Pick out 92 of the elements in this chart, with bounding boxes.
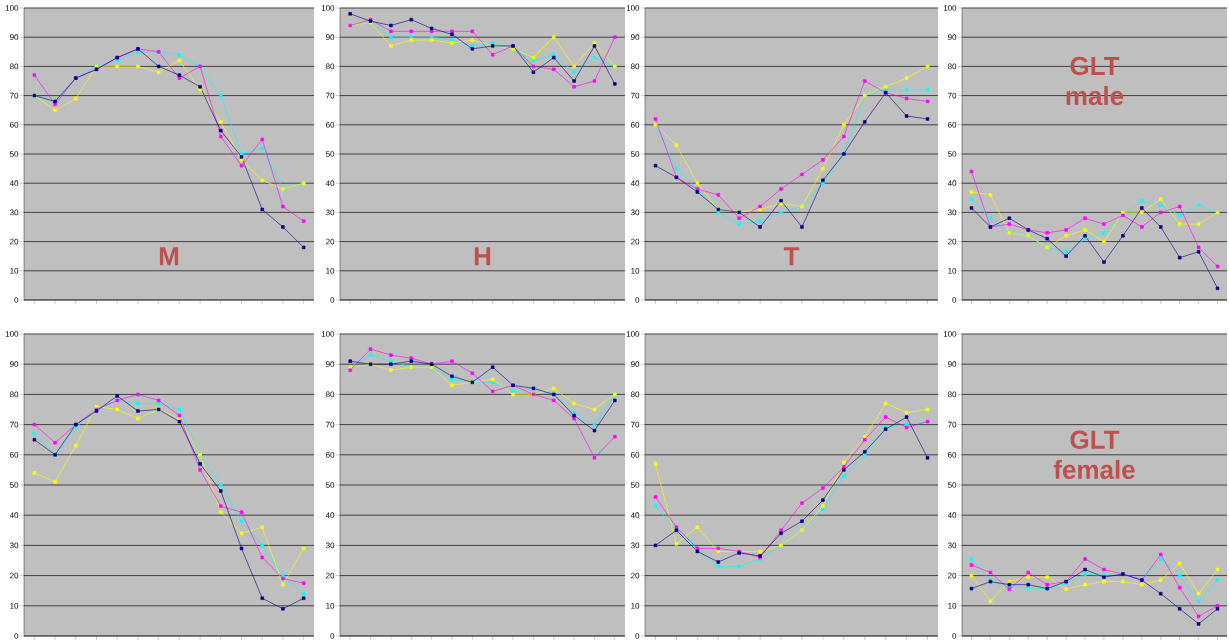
y-tick-label: 70 — [10, 92, 19, 99]
y-tick-label: 10 — [948, 602, 957, 609]
y-tick-label: 70 — [948, 421, 957, 428]
y-tick-label: 60 — [948, 451, 957, 458]
y-tick-label: 0 — [330, 633, 335, 639]
y-tick-label: 80 — [630, 391, 640, 398]
y-tick-label: 80 — [325, 63, 335, 70]
y-tick-label: 50 — [9, 151, 19, 157]
y-tick-label: 10 — [10, 267, 19, 274]
y-tick-label: 100 — [5, 331, 19, 337]
y-tick-label: 30 — [9, 542, 19, 549]
y-tick-label: 40 — [9, 180, 19, 187]
y-tick-label: 0 — [330, 297, 335, 303]
y-tick-label: 30 — [630, 209, 640, 216]
y-tick-label: 60 — [10, 451, 19, 458]
y-tick-label: 50 — [325, 482, 335, 488]
y-tick-label: 60 — [10, 121, 19, 128]
y-tick-label: 50 — [325, 151, 335, 157]
y-tick-label: 0 — [952, 297, 957, 303]
y-tick-label: 50 — [630, 482, 640, 488]
y-tick-label: 70 — [948, 92, 957, 99]
y-tick-label: 20 — [10, 572, 19, 579]
y-tick-label: 90 — [948, 34, 957, 41]
y-tick-label: 50 — [630, 151, 640, 157]
y-tick-label: 100 — [943, 331, 957, 337]
y-tick-label: 70 — [631, 421, 640, 428]
y-tick-label: 20 — [10, 238, 19, 245]
y-tick-label: 70 — [326, 92, 335, 99]
y-tick-label: 90 — [948, 361, 957, 368]
y-tick-label: 80 — [947, 391, 957, 398]
y-tick-label: 10 — [326, 602, 335, 609]
y-tick-label: 80 — [947, 63, 957, 70]
y-tick-label: 30 — [325, 542, 335, 549]
y-tick-label: 20 — [631, 238, 640, 245]
y-tick-label: 20 — [948, 572, 957, 579]
annotation: H — [474, 247, 491, 266]
y-tick-label: 60 — [631, 451, 640, 458]
y-tick-label: 60 — [326, 451, 335, 458]
y-tick-label: 50 — [947, 151, 957, 157]
y-tick-label: 90 — [631, 361, 640, 368]
y-tick-label: 30 — [325, 209, 335, 216]
annotation: T — [783, 247, 800, 266]
y-tick-label: 0 — [14, 633, 19, 639]
y-tick-label: 10 — [10, 602, 19, 609]
y-tick-label: 10 — [948, 267, 957, 274]
y-tick-label: 20 — [326, 238, 335, 245]
y-tick-label: 90 — [326, 34, 335, 41]
y-tick-label: 100 — [626, 5, 640, 11]
y-tick-label: 40 — [325, 180, 335, 187]
y-tick-label: 50 — [947, 482, 957, 488]
y-tick-label: 40 — [325, 512, 335, 519]
y-tick-label: 60 — [631, 121, 640, 128]
y-tick-label: 10 — [631, 267, 640, 274]
annotation: M — [159, 247, 179, 266]
y-tick-label: 40 — [630, 512, 640, 519]
y-tick-label: 60 — [326, 121, 335, 128]
y-tick-label: 30 — [947, 209, 957, 216]
y-tick-label: 80 — [9, 63, 19, 70]
y-tick-label: 100 — [321, 331, 335, 337]
y-tick-label: 100 — [321, 5, 335, 11]
y-tick-label: 20 — [326, 572, 335, 579]
y-tick-label: 0 — [635, 297, 640, 303]
y-tick-label: 90 — [631, 34, 640, 41]
y-tick-label: 30 — [630, 542, 640, 549]
y-tick-label: 70 — [10, 421, 19, 428]
y-tick-label: 100 — [943, 5, 957, 11]
y-tick-label: 90 — [10, 34, 19, 41]
y-tick-label: 80 — [630, 63, 640, 70]
y-tick-label: 100 — [5, 5, 19, 11]
y-tick-label: 80 — [9, 391, 19, 398]
y-tick-label: 30 — [9, 209, 19, 216]
y-tick-label: 0 — [952, 633, 957, 639]
y-tick-label: 90 — [10, 361, 19, 368]
y-tick-label: 90 — [326, 361, 335, 368]
y-tick-label: 30 — [947, 542, 957, 549]
y-tick-label: 40 — [630, 180, 640, 187]
y-tick-label: 40 — [947, 512, 957, 519]
y-tick-label: 0 — [14, 297, 19, 303]
y-tick-label: 40 — [9, 512, 19, 519]
y-tick-label: 70 — [631, 92, 640, 99]
y-tick-label: 100 — [626, 331, 640, 337]
y-tick-label: 70 — [326, 421, 335, 428]
annotation: GLT female — [1053, 430, 1135, 479]
y-tick-label: 20 — [948, 238, 957, 245]
y-tick-label: 10 — [326, 267, 335, 274]
y-tick-label: 20 — [631, 572, 640, 579]
y-tick-label: 80 — [325, 391, 335, 398]
y-tick-label: 0 — [635, 633, 640, 639]
y-tick-label: 60 — [948, 121, 957, 128]
y-tick-label: 50 — [9, 482, 19, 488]
y-tick-label: 40 — [947, 180, 957, 187]
y-tick-label: 10 — [631, 602, 640, 609]
